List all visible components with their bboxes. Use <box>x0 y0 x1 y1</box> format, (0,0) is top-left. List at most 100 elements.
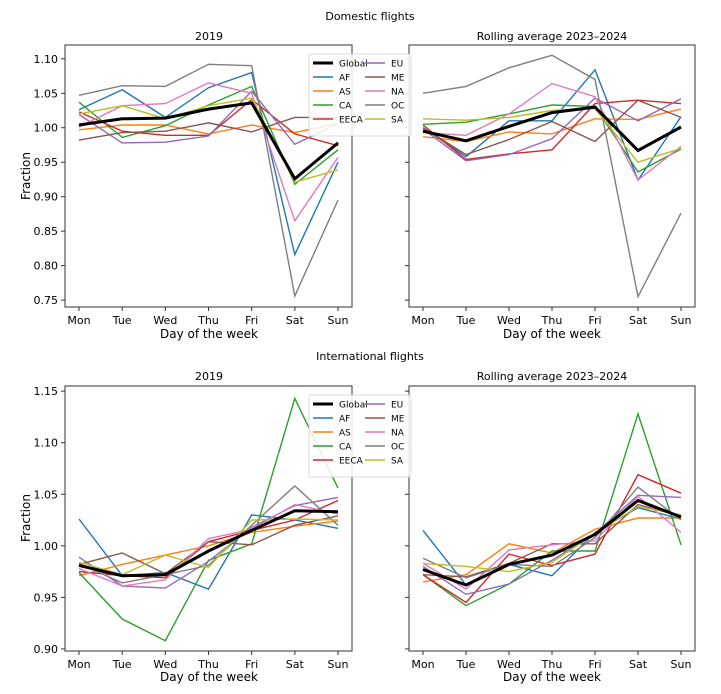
legend-entry-af: AF <box>313 74 350 84</box>
x-tick-label: Sat <box>286 314 305 327</box>
x-tick-label: Thu <box>197 314 219 327</box>
legend-label: Global <box>339 401 368 411</box>
series-line-global <box>78 101 339 182</box>
legend-label: EECA <box>339 116 364 126</box>
x-axis-label-domestic-rolling: Day of the week <box>503 327 601 341</box>
series-line-ca <box>422 411 682 607</box>
series-line-eeca <box>422 473 682 604</box>
legends: Global AF AS CA EECA EU ME NA OC SA Global AF AS CA EE… <box>308 53 412 478</box>
legend-label: NA <box>391 429 405 439</box>
row-title-international: International flights <box>316 350 424 363</box>
y-tick-label: 1.00 <box>34 122 59 135</box>
legend-entry-me: ME <box>365 415 405 425</box>
panel-title-international-2019: 2019 <box>195 370 223 383</box>
series-line-na <box>422 82 682 182</box>
legend-label: EECA <box>339 457 364 467</box>
series-line-me <box>422 503 682 578</box>
legend-entry-na: NA <box>365 429 405 439</box>
x-tick-label: Tue <box>456 314 476 327</box>
panel-title-domestic-rolling: Rolling average 2023–2024 <box>477 30 628 43</box>
series-line-na <box>78 82 339 223</box>
series-line-sa <box>78 518 339 576</box>
x-tick-label: Sun <box>328 314 349 327</box>
legend-label: AF <box>339 415 350 425</box>
panel-1-0: Mon Tue Wed Thu Fri Sat Sun 0.90 0.95 1.00 1.05 1.1… <box>34 385 353 671</box>
x-tick-label: Thu <box>541 658 563 671</box>
legend-label: OC <box>391 102 404 112</box>
series-line-sa <box>422 505 682 573</box>
series-group <box>422 411 682 607</box>
y-tick-label: 0.75 <box>34 294 59 307</box>
series-line-eu <box>78 90 339 146</box>
x-tick-label: Mon <box>67 658 90 671</box>
row-title-domestic: Domestic flights <box>325 10 415 23</box>
legend-entry-as: AS <box>313 88 351 98</box>
x-axis-label-international-rolling: Day of the week <box>503 670 601 684</box>
series-line-na <box>78 503 339 587</box>
y-tick-label: 0.90 <box>34 643 59 656</box>
legend-label: CA <box>339 102 352 112</box>
x-tick-label: Wed <box>497 314 521 327</box>
panel-1-1: Mon Tue Wed Thu Fri Sat Sun <box>405 385 696 671</box>
series-line-ca <box>422 104 682 173</box>
series-line-as <box>78 122 339 135</box>
series-line-af <box>78 71 339 257</box>
legend-label: ME <box>391 415 405 425</box>
x-tick-label: Mon <box>411 658 434 671</box>
x-tick-label: Tue <box>112 658 132 671</box>
series-line-global <box>422 105 682 153</box>
x-axis-label-domestic-2019: Day of the week <box>160 327 258 341</box>
x-tick-label: Tue <box>112 314 132 327</box>
x-tick-label: Wed <box>153 658 177 671</box>
y-tick-label: 1.05 <box>34 87 59 100</box>
panel-title-domestic-2019: 2019 <box>195 30 223 43</box>
x-tick-label: Fri <box>588 658 601 671</box>
series-line-global <box>78 509 339 578</box>
series-line-oc <box>78 485 339 584</box>
y-tick-label: 0.80 <box>34 260 59 273</box>
legend-label: CA <box>339 443 352 453</box>
series-line-me <box>78 515 339 575</box>
series-line-me <box>422 99 682 156</box>
series-line-eeca <box>422 99 682 161</box>
legend-label: Global <box>339 60 368 70</box>
x-tick-label: Sat <box>629 658 648 671</box>
legend-label: SA <box>391 116 404 126</box>
series-line-sa <box>422 107 682 164</box>
series-line-as <box>422 517 681 583</box>
series-group <box>78 396 339 642</box>
series-line-af <box>422 506 682 586</box>
legend-entry-af: AF <box>313 415 350 425</box>
legend-entry-eu: EU <box>365 60 403 70</box>
panel-0-1: Mon Tue Wed Thu Fri Sat Sun <box>405 44 696 327</box>
x-tick-label: Sun <box>328 658 349 671</box>
panel-0-0: Mon Tue Wed Thu Fri Sat Sun 0.75 0.80 0.85 0.90 0.9… <box>34 44 353 327</box>
legend-label: OC <box>391 443 404 453</box>
x-tick-label: Sat <box>286 658 305 671</box>
x-tick-label: Sun <box>671 314 692 327</box>
y-tick-label: 1.10 <box>34 53 59 66</box>
x-tick-label: Fri <box>245 314 258 327</box>
x-tick-label: Fri <box>588 314 601 327</box>
series-line-eu <box>422 97 682 162</box>
legend-entry-ca: CA <box>313 443 352 453</box>
y-tick-label: 1.15 <box>34 385 59 398</box>
legend-label: SA <box>391 457 404 467</box>
legend-label: AS <box>339 429 351 439</box>
legend-frame <box>308 394 412 478</box>
legend-0: Global AF AS CA EECA EU ME NA OC SA <box>308 53 412 137</box>
x-tick-label: Wed <box>153 314 177 327</box>
series-line-eu <box>422 494 682 596</box>
series-group <box>78 63 339 299</box>
y-axis-label-international: Fraction <box>19 494 33 542</box>
panel-title-international-rolling: Rolling average 2023–2024 <box>477 370 628 383</box>
legend-entry-na: NA <box>365 88 405 98</box>
y-tick-label: 0.95 <box>34 591 59 604</box>
series-line-oc <box>78 63 339 299</box>
x-tick-label: Thu <box>197 658 219 671</box>
y-tick-label: 1.00 <box>34 540 59 553</box>
y-tick-label: 0.90 <box>34 191 59 204</box>
legend-label: EU <box>391 401 403 411</box>
legend-label: AS <box>339 88 351 98</box>
